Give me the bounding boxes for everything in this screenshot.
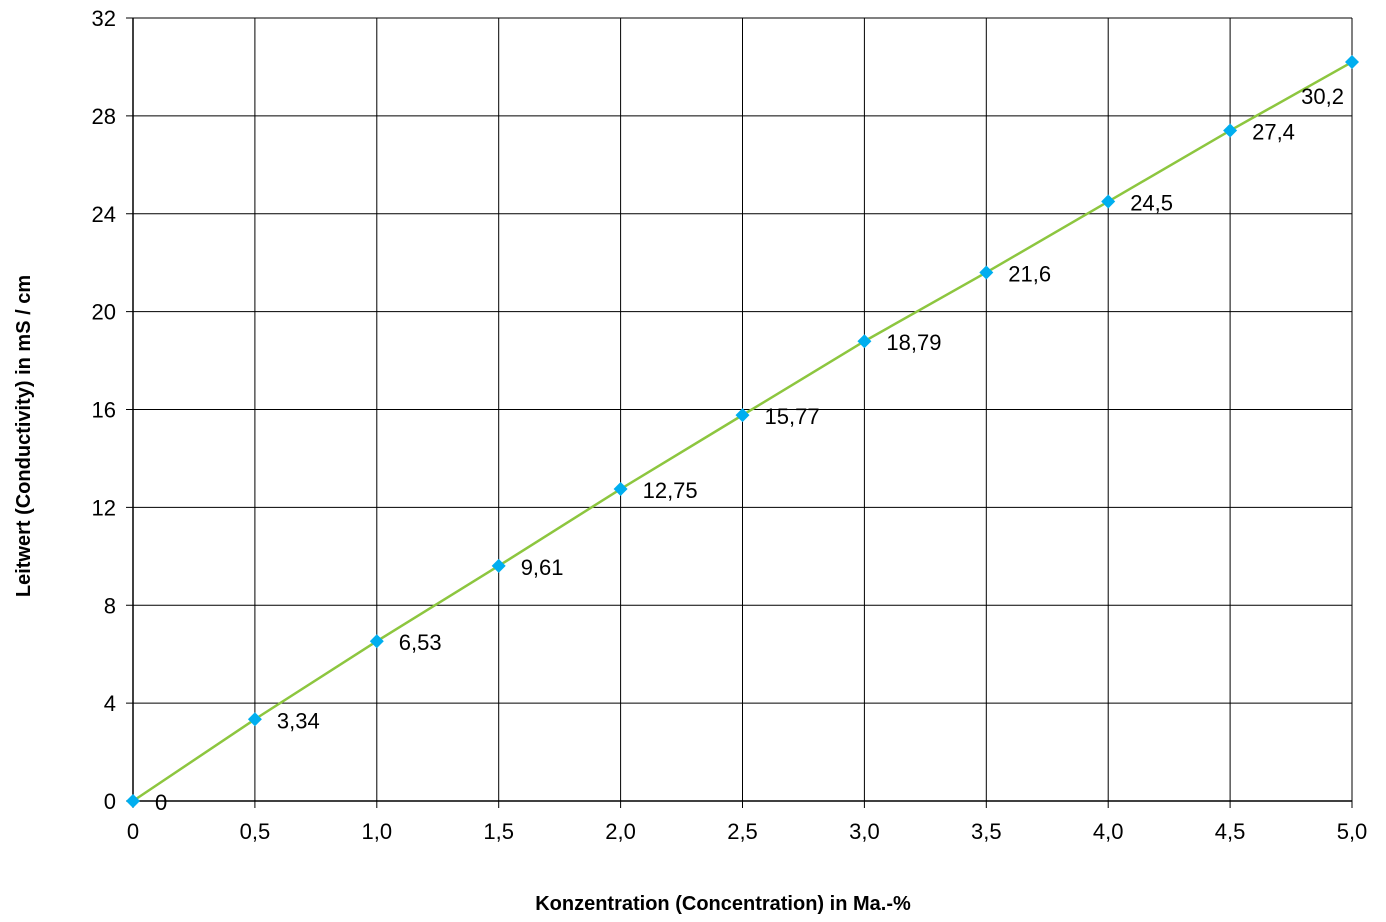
x-tick-label: 2,5 — [727, 819, 758, 844]
data-point — [126, 794, 140, 808]
x-tick-label: 0 — [127, 819, 139, 844]
data-point — [1101, 194, 1116, 209]
tick-labels: 0 0,5 1,0 1,5 2,0 2,5 3,0 3,5 4,0 4,5 5,0 0 4 8 12 16 20… — [92, 6, 1368, 844]
x-tick-label: 5,0 — [1337, 819, 1368, 844]
y-tick-label: 4 — [104, 691, 116, 716]
data-point — [369, 634, 384, 649]
data-label: 15,77 — [765, 404, 820, 429]
data-point — [613, 482, 628, 497]
x-tick-label: 2,0 — [605, 819, 636, 844]
data-label: 0 — [155, 790, 167, 815]
data-point — [979, 265, 994, 280]
x-tick-label: 1,5 — [483, 819, 514, 844]
y-tick-label: 16 — [92, 398, 116, 423]
data-label: 12,75 — [643, 478, 698, 503]
y-tick-label: 8 — [104, 593, 116, 618]
y-tick-label: 32 — [92, 6, 116, 31]
x-tick-label: 3,0 — [849, 819, 880, 844]
data-label: 27,4 — [1252, 120, 1295, 145]
series — [126, 55, 1359, 808]
y-tick-label: 0 — [104, 789, 116, 814]
data-label: 18,79 — [886, 330, 941, 355]
data-point — [735, 408, 750, 423]
data-label: 9,61 — [521, 555, 564, 580]
y-tick-label: 28 — [92, 104, 116, 129]
x-axis-title: Konzentration (Concentration) in Ma.-% — [535, 893, 911, 915]
data-point — [491, 558, 506, 573]
x-tick-label: 0,5 — [240, 819, 271, 844]
y-axis-title: Leitwert (Conductivity) in mS / cm — [13, 275, 35, 597]
data-point — [1223, 123, 1238, 138]
x-tick-label: 4,5 — [1215, 819, 1246, 844]
x-tick-label: 3,5 — [971, 819, 1002, 844]
y-tick-label: 24 — [92, 202, 116, 227]
data-label: 30,2 — [1301, 84, 1344, 109]
y-tick-label: 20 — [92, 300, 116, 325]
y-tick-label: 12 — [92, 495, 116, 520]
data-label: 24,5 — [1130, 191, 1173, 216]
data-point — [1345, 55, 1359, 70]
data-label: 21,6 — [1008, 261, 1051, 286]
data-label: 6,53 — [399, 630, 442, 655]
grid — [126, 17, 1353, 808]
x-tick-label: 4,0 — [1093, 819, 1124, 844]
data-point — [247, 712, 262, 727]
x-tick-label: 1,0 — [362, 819, 393, 844]
data-point — [857, 334, 872, 349]
data-label: 3,34 — [277, 708, 320, 733]
data-labels: 0 3,34 6,53 9,61 12,75 15,77 18,79 21,6 24,5 27,4… — [155, 84, 1344, 815]
